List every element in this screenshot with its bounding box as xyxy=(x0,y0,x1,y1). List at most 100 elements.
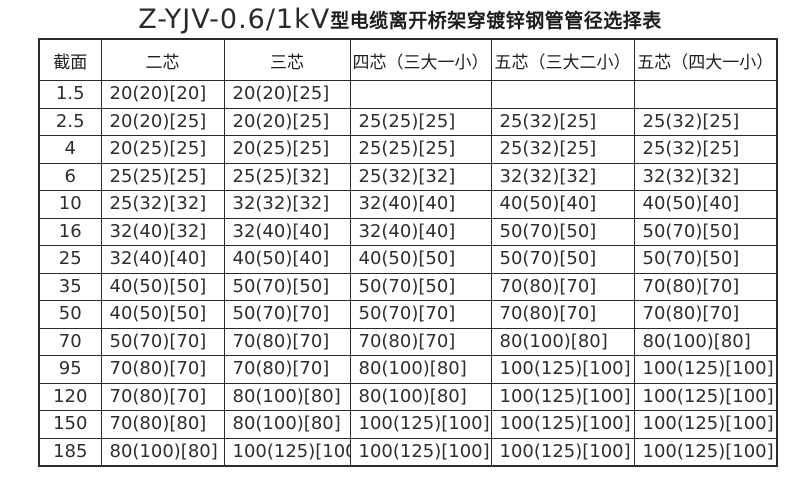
table-row: 70 50(70)[70] 70(80)[70] 70(80)[70] 80(100)[… xyxy=(38,327,778,356)
table-row: 95 70(80)[70] 70(80)[70] 80(100)[80] 100(125… xyxy=(38,355,778,384)
conduit-value-cell: 100(125)[100] xyxy=(490,437,635,467)
conduit-value-cell: 20(25)[25] xyxy=(223,135,351,164)
conduit-value-cell: 25(32)[25] xyxy=(490,107,635,136)
conduit-diameter-table: 截面 二芯 三芯 四芯（三大一小） 五芯（三大二小） 五芯（四大一小） 1.5 2… xyxy=(38,38,778,467)
conduit-value-cell xyxy=(633,80,778,109)
col-header-section: 截面 xyxy=(38,38,102,81)
conduit-value-cell: 32(40)[40] xyxy=(349,217,492,246)
conduit-value-cell: 70(80)[80] xyxy=(100,410,225,439)
table-row: 10 25(32)[32] 32(32)[32] 32(40)[40] 40(50)[4… xyxy=(38,190,778,219)
conduit-value-cell: 25(32)[25] xyxy=(490,135,635,164)
section-cell: 120 xyxy=(38,382,102,411)
conduit-value-cell: 70(80)[70] xyxy=(490,272,635,301)
conduit-value-cell: 70(80)[70] xyxy=(223,355,351,384)
conduit-value-cell: 20(20)[20] xyxy=(100,80,225,109)
conduit-value-cell: 80(100)[80] xyxy=(349,382,492,411)
conduit-value-cell: 80(100)[80] xyxy=(633,327,778,356)
conduit-value-cell: 70(80)[70] xyxy=(100,382,225,411)
conduit-value-cell: 32(32)[32] xyxy=(223,190,351,219)
section-cell: 70 xyxy=(38,327,102,356)
col-header-3core: 三芯 xyxy=(223,38,351,81)
conduit-value-cell: 100(125)[100] xyxy=(349,437,492,467)
col-header-5core-3b2s: 五芯（三大二小） xyxy=(490,38,635,81)
conduit-value-cell xyxy=(490,80,635,109)
conduit-value-cell: 32(40)[40] xyxy=(100,245,225,274)
conduit-value-cell xyxy=(349,80,492,109)
table-body: 1.5 20(20)[20] 20(20)[25] 2.5 20(20)[25] 20(2… xyxy=(38,80,778,467)
section-cell: 1.5 xyxy=(38,80,102,109)
conduit-value-cell: 20(20)[25] xyxy=(223,80,351,109)
conduit-value-cell: 25(25)[25] xyxy=(349,135,492,164)
conduit-value-cell: 80(100)[80] xyxy=(490,327,635,356)
conduit-value-cell: 20(25)[25] xyxy=(100,135,225,164)
conduit-value-cell: 50(70)[70] xyxy=(349,300,492,329)
table-row: 2.5 20(20)[25] 20(20)[25] 25(25)[25] 25(32)[… xyxy=(38,107,778,136)
title-chinese-text: 型电缆离开桥架穿镀锌钢管管径选择表 xyxy=(330,10,662,32)
conduit-value-cell: 100(125)[100] xyxy=(490,410,635,439)
conduit-value-cell: 50(70)[50] xyxy=(223,272,351,301)
conduit-value-cell: 25(32)[25] xyxy=(633,135,778,164)
table-row: 35 40(50)[50] 50(70)[50] 50(70)[50] 70(80)[7… xyxy=(38,272,778,301)
section-cell: 150 xyxy=(38,410,102,439)
conduit-value-cell: 50(70)[50] xyxy=(349,272,492,301)
conduit-value-cell: 50(70)[50] xyxy=(490,245,635,274)
conduit-value-cell: 70(80)[70] xyxy=(223,327,351,356)
conduit-value-cell: 50(70)[70] xyxy=(100,327,225,356)
conduit-value-cell: 40(50)[50] xyxy=(100,272,225,301)
conduit-value-cell: 32(40)[32] xyxy=(100,217,225,246)
conduit-value-cell: 32(40)[40] xyxy=(349,190,492,219)
conduit-value-cell: 50(70)[70] xyxy=(223,300,351,329)
section-cell: 185 xyxy=(38,437,102,467)
conduit-value-cell: 25(32)[32] xyxy=(349,162,492,191)
conduit-value-cell: 100(125)[100] xyxy=(633,410,778,439)
table-row: 6 25(25)[25] 25(25)[32] 25(32)[32] 32(32)[32… xyxy=(38,162,778,191)
conduit-value-cell: 100(125)[100] xyxy=(349,410,492,439)
conduit-value-cell: 50(70)[50] xyxy=(633,217,778,246)
page-title: Z-YJV-0.6/1kV型电缆离开桥架穿镀锌钢管管径选择表 xyxy=(0,4,800,35)
conduit-value-cell: 100(125)[100] xyxy=(633,437,778,467)
section-cell: 95 xyxy=(38,355,102,384)
table-row: 16 32(40)[32] 32(40)[40] 32(40)[40] 50(70)[5… xyxy=(38,217,778,246)
conduit-value-cell: 100(125)[100] xyxy=(633,355,778,384)
conduit-value-cell: 40(50)[40] xyxy=(223,245,351,274)
section-cell: 50 xyxy=(38,300,102,329)
conduit-value-cell: 25(25)[32] xyxy=(223,162,351,191)
conduit-value-cell: 25(32)[25] xyxy=(633,107,778,136)
conduit-value-cell: 100(125)[100] xyxy=(633,382,778,411)
table-row: 1.5 20(20)[20] 20(20)[25] xyxy=(38,80,778,109)
conduit-value-cell: 80(100)[80] xyxy=(100,437,225,467)
col-header-5core-4b1s: 五芯（四大一小） xyxy=(633,38,778,81)
conduit-value-cell: 25(25)[25] xyxy=(349,107,492,136)
conduit-value-cell: 20(20)[25] xyxy=(223,107,351,136)
conduit-value-cell: 32(40)[40] xyxy=(223,217,351,246)
section-cell: 10 xyxy=(38,190,102,219)
conduit-value-cell: 40(50)[40] xyxy=(633,190,778,219)
title-model-code: Z-YJV-0.6/1kV xyxy=(138,4,331,35)
conduit-value-cell: 70(80)[70] xyxy=(633,272,778,301)
col-header-4core: 四芯（三大一小） xyxy=(349,38,492,81)
conduit-value-cell: 25(25)[25] xyxy=(100,162,225,191)
conduit-value-cell: 80(100)[80] xyxy=(223,410,351,439)
section-cell: 16 xyxy=(38,217,102,246)
table-row: 120 70(80)[70] 80(100)[80] 80(100)[80] 100(1… xyxy=(38,382,778,411)
conduit-value-cell: 50(70)[50] xyxy=(633,245,778,274)
conduit-value-cell: 32(32)[32] xyxy=(633,162,778,191)
conduit-value-cell: 80(100)[80] xyxy=(349,355,492,384)
section-cell: 4 xyxy=(38,135,102,164)
conduit-value-cell: 70(80)[70] xyxy=(349,327,492,356)
table-header: 截面 二芯 三芯 四芯（三大一小） 五芯（三大二小） 五芯（四大一小） xyxy=(38,38,778,81)
conduit-value-cell: 70(80)[70] xyxy=(100,355,225,384)
table-row: 25 32(40)[40] 40(50)[40] 40(50)[50] 50(70)[5… xyxy=(38,245,778,274)
conduit-value-cell: 40(50)[40] xyxy=(490,190,635,219)
conduit-value-cell: 100(125)[100] xyxy=(223,437,351,467)
conduit-value-cell: 70(80)[70] xyxy=(633,300,778,329)
section-cell: 35 xyxy=(38,272,102,301)
conduit-value-cell: 20(20)[25] xyxy=(100,107,225,136)
conduit-value-cell: 50(70)[50] xyxy=(490,217,635,246)
table-row: 4 20(25)[25] 20(25)[25] 25(25)[25] 25(32)[25… xyxy=(38,135,778,164)
conduit-value-cell: 25(32)[32] xyxy=(100,190,225,219)
conduit-value-cell: 100(125)[100] xyxy=(490,382,635,411)
table-row: 18580(100)[80]100(125)[100]100(125)[100]… xyxy=(38,437,778,467)
table-row: 50 40(50)[50] 50(70)[70] 50(70)[70] 70(80)[7… xyxy=(38,300,778,329)
